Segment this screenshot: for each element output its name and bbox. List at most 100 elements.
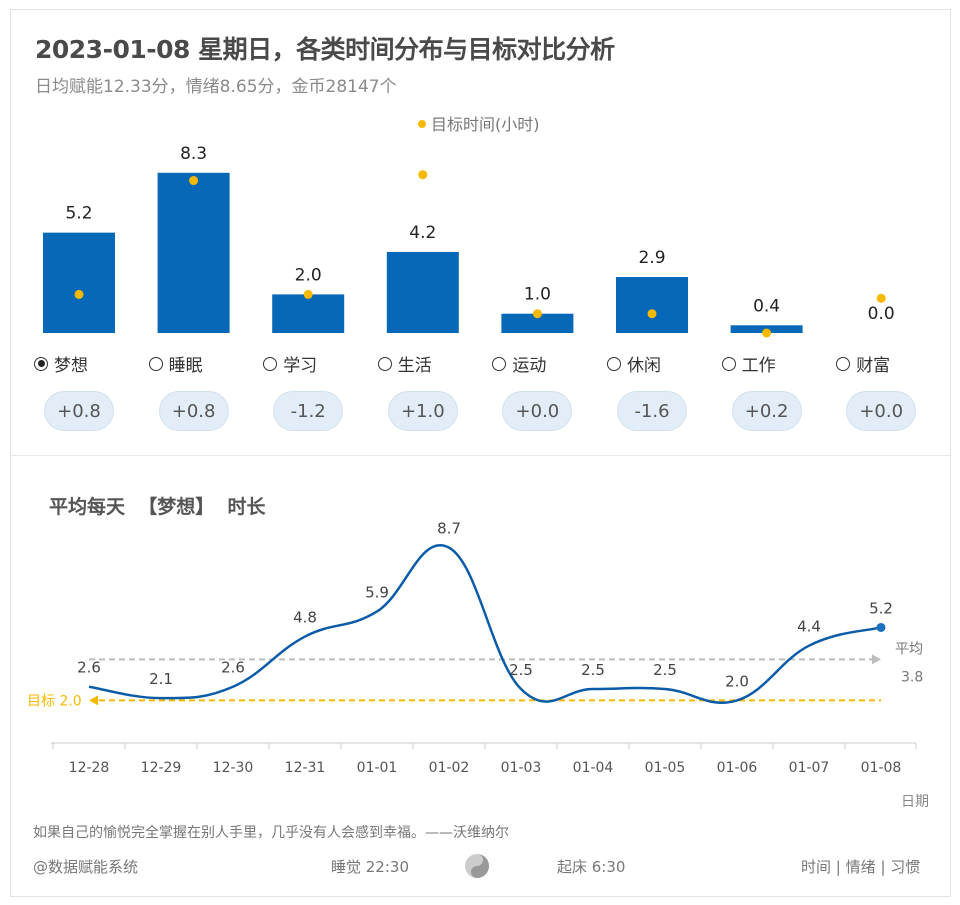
sleep-time: 睡觉 22:30 — [331, 858, 409, 876]
line-chart-title: 平均每天 【梦想】 时长 — [49, 496, 266, 518]
x-tick-label: 01-06 — [717, 760, 758, 776]
bar — [616, 277, 688, 333]
category-radio[interactable]: 生活 — [377, 351, 432, 376]
point-value-label: 2.5 — [653, 661, 677, 679]
average-value: 3.8 — [901, 669, 923, 685]
radio-circle[interactable] — [148, 356, 163, 371]
difference-badge: -1.6 — [617, 391, 687, 431]
point-value-label: 8.7 — [437, 520, 461, 538]
category-label: 运动 — [512, 356, 547, 376]
target-dot — [532, 309, 542, 319]
separator: | — [835, 858, 841, 876]
report-card: 2023-01-08 星期日，各类时间分布与目标对比分析 日均赋能12.33分，… — [10, 9, 951, 897]
link-time[interactable]: 时间 — [801, 858, 832, 876]
radio-circle[interactable] — [34, 356, 48, 371]
link-habit[interactable]: 习惯 — [890, 858, 921, 876]
average-arrow — [872, 654, 881, 665]
category-label: 休闲 — [627, 356, 661, 376]
difference-badge: -1.2 — [273, 391, 344, 431]
difference-badge: +0.8 — [158, 391, 229, 431]
point-value-label: 2.6 — [221, 659, 245, 677]
radio-dot — [37, 360, 45, 367]
category-label: 工作 — [741, 356, 776, 376]
category-radio[interactable]: 运动 — [492, 351, 546, 376]
bar-value-label: 2.0 — [295, 265, 322, 285]
bar — [43, 232, 115, 333]
bar-value-label: 0.0 — [868, 304, 895, 324]
average-label: 平均 — [895, 641, 923, 657]
x-tick-label: 01-02 — [429, 760, 470, 776]
quote: 如果自己的愉悦完全掌握在别人手里，几乎没有人会感到幸福。——沃维纳尔 — [33, 825, 509, 841]
point-value-label: 2.0 — [725, 672, 749, 690]
link-mood[interactable]: 情绪 — [845, 858, 876, 876]
footer-links: 时间 | 情绪 | 习惯 — [801, 856, 920, 877]
bar-value-label: 4.2 — [409, 223, 436, 243]
target-dot — [876, 293, 886, 303]
point-value-label: 2.5 — [581, 661, 605, 679]
category-radio[interactable]: 学习 — [263, 351, 317, 376]
x-tick-label: 01-08 — [861, 760, 902, 776]
radio-circle[interactable] — [377, 356, 392, 371]
x-tick-label: 12-31 — [285, 760, 326, 776]
difference-badge: +0.2 — [731, 391, 802, 431]
bar-value-label: 2.9 — [638, 248, 665, 268]
yin-yang-icon — [465, 854, 489, 878]
legend-label: 目标时间(小时) — [431, 115, 540, 134]
point-value-label: 5.9 — [365, 583, 389, 601]
target-dot — [189, 176, 199, 186]
x-tick-label: 01-01 — [357, 760, 398, 776]
bar — [157, 172, 230, 333]
category-radio[interactable]: 休闲 — [607, 351, 661, 376]
x-tick-label: 12-28 — [69, 760, 110, 776]
bar-value-label: 1.0 — [524, 285, 551, 305]
bar — [386, 251, 459, 333]
point-value-label: 2.1 — [149, 670, 173, 688]
page-title: 2023-01-08 星期日，各类时间分布与目标对比分析 — [35, 35, 615, 64]
series-line — [88, 544, 882, 705]
bar — [501, 313, 574, 333]
brand: @数据赋能系统 — [33, 858, 139, 876]
bar-chart: 目标时间(小时) 5.2 8.3 2.0 4.2 1.0 2.9 0.4 0.0 — [43, 115, 895, 338]
bar — [272, 294, 345, 333]
divider — [11, 455, 950, 456]
category-label: 学习 — [283, 356, 318, 376]
x-tick-label: 12-30 — [213, 760, 254, 776]
bar-value-label: 8.3 — [180, 144, 207, 164]
page-subtitle: 日均赋能12.33分，情绪8.65分，金币28147个 — [35, 77, 397, 97]
legend-marker — [418, 120, 426, 128]
radio-circle[interactable] — [721, 356, 736, 371]
point-value-label: 4.4 — [797, 618, 821, 636]
category-label: 生活 — [397, 356, 432, 376]
target-label: 目标 2.0 — [27, 693, 82, 709]
category-radio[interactable]: 睡眠 — [148, 351, 203, 376]
point-value-label: 4.8 — [293, 609, 317, 627]
difference-badge: +1.0 — [387, 391, 458, 431]
point-value-label: 2.5 — [509, 661, 533, 679]
x-tick-label: 12-29 — [141, 760, 182, 776]
target-dot — [647, 309, 657, 319]
wake-time: 起床 6:30 — [557, 858, 626, 876]
category-label: 财富 — [856, 356, 891, 376]
category-label: 梦想 — [54, 356, 88, 376]
target-dot — [303, 289, 313, 299]
x-tick-label: 01-05 — [645, 760, 686, 776]
x-tick-label: 01-07 — [789, 760, 830, 776]
x-axis-label: 日期 — [901, 794, 929, 810]
category-radio[interactable]: 财富 — [836, 351, 890, 376]
target-arrow — [89, 695, 98, 706]
radio-circle[interactable] — [607, 356, 621, 371]
category-radio[interactable]: 梦想 — [34, 351, 88, 376]
difference-badge: +0.0 — [502, 391, 573, 431]
x-tick-label: 01-03 — [501, 760, 542, 776]
bar-value-label: 0.4 — [753, 296, 780, 316]
radio-circle[interactable] — [836, 356, 851, 371]
bar-value-label: 5.2 — [65, 204, 92, 224]
target-dot — [762, 328, 772, 338]
difference-badge: +0.8 — [44, 391, 114, 431]
difference-badge: +0.0 — [846, 391, 917, 431]
radio-circle[interactable] — [492, 356, 507, 371]
separator: | — [880, 858, 886, 876]
target-dot — [74, 289, 84, 299]
radio-circle[interactable] — [263, 356, 278, 371]
category-radio[interactable]: 工作 — [721, 351, 776, 376]
